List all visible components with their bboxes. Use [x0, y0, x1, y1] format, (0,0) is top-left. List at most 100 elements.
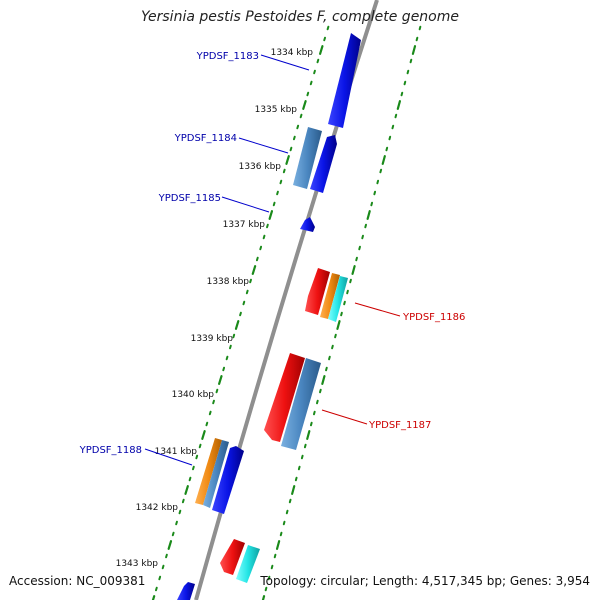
- gene-label-ypdsf-1184[interactable]: YPDSF_1184: [174, 133, 237, 144]
- forward-track-minor-tick: [259, 245, 263, 251]
- forward-track-minor-tick: [282, 168, 286, 174]
- gene-label-ypdsf-1188[interactable]: YPDSF_1188: [79, 445, 142, 456]
- forward-track-major-tick: [167, 540, 173, 550]
- reverse-track-minor-tick: [264, 586, 268, 592]
- reverse-track-minor-tick: [316, 399, 319, 405]
- forward-track-minor-tick: [225, 355, 229, 361]
- forward-track-minor-tick: [289, 146, 293, 152]
- reverse-track-minor-tick: [394, 113, 398, 119]
- reverse-track-major-tick: [306, 430, 311, 440]
- forward-track-minor-tick: [296, 124, 300, 130]
- tick-label-1340: 1340 kbp: [172, 390, 215, 400]
- reverse-track-minor-tick: [343, 300, 346, 306]
- forward-track-minor-tick: [175, 520, 178, 526]
- forward-track-minor-tick: [178, 509, 182, 515]
- tick-track-reverse: [261, 25, 422, 600]
- gene-arrow-ypdsf-1187-red[interactable]: [264, 353, 305, 442]
- reverse-track-minor-tick: [309, 421, 313, 427]
- tick-label-1341: 1341 kbp: [155, 447, 198, 457]
- leader-ypdsf-1186: [354, 302, 401, 317]
- gene-orange-ypdsf-1188[interactable]: [195, 438, 222, 505]
- reverse-track-minor-tick: [303, 443, 307, 449]
- reverse-track-minor-tick: [285, 509, 289, 515]
- gene-cyan-ypdsf-1186[interactable]: [328, 276, 348, 322]
- forward-track-major-tick: [318, 45, 324, 55]
- forward-track-minor-tick: [154, 586, 158, 592]
- leader-ypdsf-1185: [221, 196, 270, 213]
- leader-ypdsf-1184: [238, 137, 289, 154]
- reverse-track-minor-tick: [406, 69, 410, 75]
- tick-label-1343: 1343 kbp: [116, 559, 159, 569]
- reverse-track-minor-tick: [376, 179, 380, 185]
- reverse-track-minor-tick: [346, 289, 349, 295]
- reverse-track-minor-tick: [294, 476, 298, 482]
- reverse-track-minor-tick: [370, 201, 374, 207]
- reverse-track-minor-tick: [418, 25, 422, 31]
- forward-track-minor-tick: [249, 278, 252, 284]
- gene-label-ypdsf-1187[interactable]: YPDSF_1187: [368, 420, 431, 431]
- reverse-track-minor-tick: [373, 190, 377, 196]
- gene-arrow-ypdsf-1186-red[interactable]: [305, 268, 330, 315]
- reverse-track-minor-tick: [403, 80, 407, 86]
- forward-track-major-tick: [184, 485, 189, 495]
- gene-arrow-ypdsf-1184[interactable]: [310, 135, 337, 193]
- reverse-track-major-tick: [321, 375, 326, 385]
- forward-track-minor-tick: [205, 421, 209, 427]
- gene-label-ypdsf-1183[interactable]: YPDSF_1183: [196, 51, 259, 62]
- reverse-track-minor-tick: [288, 498, 292, 504]
- forward-track-minor-tick: [215, 388, 219, 394]
- reverse-track-minor-tick: [388, 135, 392, 141]
- gene-label-ypdsf-1186[interactable]: YPDSF_1186: [402, 312, 465, 323]
- reverse-genes: [220, 268, 348, 583]
- tick-label-1342: 1342 kbp: [136, 503, 179, 513]
- reverse-track-major-tick: [351, 265, 356, 275]
- forward-track-minor-tick: [279, 179, 283, 185]
- gene-label-ypdsf-1185[interactable]: YPDSF_1185: [158, 193, 221, 204]
- forward-track-major-tick: [251, 265, 257, 275]
- gene-steel-ypdsf-1188[interactable]: [203, 440, 229, 508]
- leader-ypdsf-1188: [144, 448, 193, 466]
- gene-arrow-bottom[interactable]: [177, 582, 195, 600]
- forward-track-minor-tick: [239, 311, 242, 317]
- reverse-track-major-tick: [275, 540, 281, 550]
- leader-ypdsf-1187: [321, 409, 368, 425]
- tick-label-1335: 1335 kbp: [255, 105, 298, 115]
- gene-arrow-ypdsf-1184a[interactable]: [293, 127, 322, 189]
- gene-labels: YPDSF_1183 YPDSF_1184 YPDSF_1185 YPDSF_1…: [79, 51, 466, 456]
- forward-track-minor-tick: [316, 58, 320, 64]
- forward-track-minor-tick: [181, 498, 185, 504]
- gene-arrow-ypdsf-1188[interactable]: [212, 446, 244, 514]
- forward-track-minor-tick: [245, 289, 249, 295]
- gene-orange-ypdsf-1186[interactable]: [320, 273, 340, 319]
- reverse-track-minor-tick: [379, 168, 383, 174]
- gene-steel-ypdsf-1187[interactable]: [281, 358, 321, 450]
- forward-track-minor-tick: [171, 531, 175, 537]
- reverse-track-major-tick: [381, 155, 386, 165]
- tick-label-1337: 1337 kbp: [223, 220, 266, 230]
- reverse-track-major-tick: [396, 100, 402, 110]
- forward-track-minor-tick: [313, 69, 316, 75]
- forward-track-minor-tick: [232, 333, 236, 339]
- forward-track-minor-tick: [306, 91, 310, 97]
- gene-arrow-ypdsf-1183[interactable]: [328, 33, 361, 128]
- reverse-track-minor-tick: [297, 465, 301, 471]
- gene-cyan-bottom[interactable]: [236, 545, 260, 583]
- forward-track-minor-tick: [299, 113, 303, 119]
- reverse-track-minor-tick: [361, 234, 364, 240]
- forward-track-minor-tick: [242, 300, 246, 306]
- reverse-track-minor-tick: [340, 311, 343, 317]
- reverse-track-minor-tick: [331, 344, 334, 350]
- forward-track-minor-tick: [212, 399, 215, 405]
- gene-arrow-red-bottom[interactable]: [220, 539, 245, 575]
- tick-track-forward: [151, 25, 330, 600]
- reverse-track-minor-tick: [312, 410, 316, 416]
- reverse-track-minor-tick: [349, 278, 352, 284]
- topology-text: Topology: circular; Length: 4,517,345 bp…: [260, 574, 590, 588]
- forward-track-minor-tick: [165, 553, 168, 559]
- tick-label-1336: 1336 kbp: [239, 162, 282, 172]
- reverse-track-major-tick: [291, 485, 296, 495]
- forward-track-minor-tick: [276, 190, 279, 196]
- gene-arrow-ypdsf-1185[interactable]: [300, 217, 315, 232]
- forward-track-major-tick: [151, 595, 156, 600]
